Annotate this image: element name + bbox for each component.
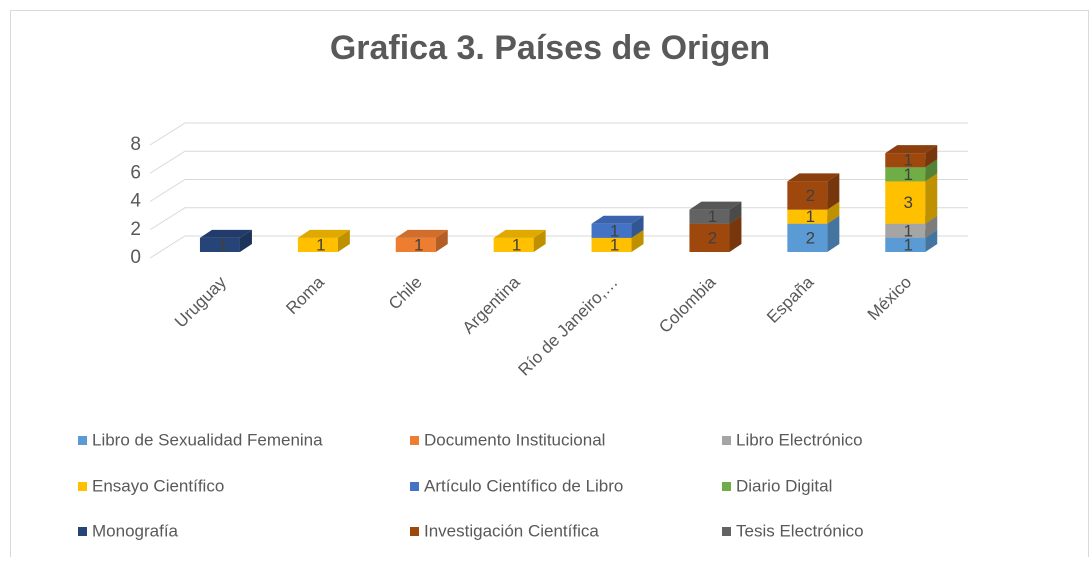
data-label: 1 — [316, 235, 325, 254]
y-tick-label: 4 — [130, 191, 141, 212]
bar-side — [729, 215, 742, 252]
legend-label: Artículo Científico de Libro — [424, 476, 623, 495]
bar-front — [395, 237, 436, 252]
bar-front — [885, 223, 926, 238]
data-label: 1 — [904, 221, 913, 240]
data-label: 1 — [218, 235, 227, 254]
bar-side — [337, 229, 350, 252]
bar-side — [925, 145, 938, 168]
bar-side — [729, 201, 742, 224]
legend-swatch — [410, 436, 419, 445]
legend-swatch — [78, 482, 87, 491]
grid-line — [149, 150, 968, 174]
legend-swatch — [78, 527, 87, 536]
legend-label: Investigación Científica — [424, 521, 599, 540]
bar-front — [591, 223, 632, 238]
legend-swatch — [410, 527, 419, 536]
bar-front — [787, 223, 828, 252]
bar-side — [925, 159, 938, 182]
bar-front — [689, 209, 730, 224]
bar-top — [297, 229, 350, 238]
legend-swatch — [722, 436, 731, 445]
data-label: 1 — [904, 235, 913, 254]
data-label: 3 — [904, 193, 913, 212]
bar-front — [689, 223, 730, 252]
legend-label: Tesis Electrónico — [736, 521, 864, 540]
legend-label: Diario Digital — [736, 476, 832, 495]
bar-top — [885, 145, 938, 154]
bar-side — [925, 215, 938, 238]
data-label: 2 — [806, 186, 815, 205]
data-label: 2 — [708, 228, 717, 247]
data-label: 1 — [806, 207, 815, 226]
bar-side — [631, 215, 644, 238]
bar-side — [239, 229, 252, 252]
bar-front — [493, 237, 534, 252]
y-tick-label: 2 — [130, 219, 141, 240]
bar-front — [885, 237, 926, 252]
legend-label: Ensayo Científico — [92, 476, 224, 495]
bar-front — [297, 237, 338, 252]
data-label: 1 — [414, 235, 423, 254]
y-tick-label: 0 — [130, 247, 141, 268]
data-label: 1 — [904, 151, 913, 170]
bar-front — [787, 209, 828, 224]
bar-top — [395, 229, 448, 238]
chart-title: Grafica 3. Países de Origen — [330, 29, 770, 67]
bar-side — [631, 229, 644, 252]
legend-swatch — [722, 482, 731, 491]
bar-side — [925, 173, 938, 224]
legend-swatch — [78, 436, 87, 445]
legend-swatch — [410, 482, 419, 491]
bar-side — [827, 173, 840, 210]
legend-label: Libro Electrónico — [736, 430, 863, 449]
bar-top — [199, 229, 252, 238]
data-label: 2 — [806, 228, 815, 247]
bar-side — [827, 215, 840, 252]
bar-front — [199, 237, 240, 252]
data-label: 1 — [512, 235, 521, 254]
bar-top — [591, 215, 644, 224]
y-tick-label: 6 — [130, 162, 141, 183]
bar-front — [885, 181, 926, 224]
legend-label: Libro de Sexualidad Femenina — [92, 430, 323, 449]
data-label: 1 — [904, 165, 913, 184]
bar-top — [689, 201, 742, 210]
bar-side — [435, 229, 448, 252]
legend-label: Documento Institucional — [424, 430, 605, 449]
grid-line — [149, 179, 968, 202]
bar-top — [493, 229, 546, 238]
bar-side — [925, 229, 938, 252]
y-tick-label: 8 — [130, 134, 141, 155]
legend-label: Monografía — [92, 521, 179, 540]
bar-side — [827, 201, 840, 224]
bar-front — [885, 167, 926, 182]
bar-front — [885, 153, 926, 168]
data-label: 1 — [708, 207, 717, 226]
bar-front — [787, 181, 828, 210]
bar-front — [591, 237, 632, 252]
bar-side — [533, 229, 546, 252]
bar-top — [787, 173, 840, 182]
legend-swatch — [722, 527, 731, 536]
data-label: 1 — [610, 235, 619, 254]
grid-line — [149, 122, 968, 146]
data-label: 1 — [610, 221, 619, 240]
chart-frame — [10, 10, 1089, 562]
